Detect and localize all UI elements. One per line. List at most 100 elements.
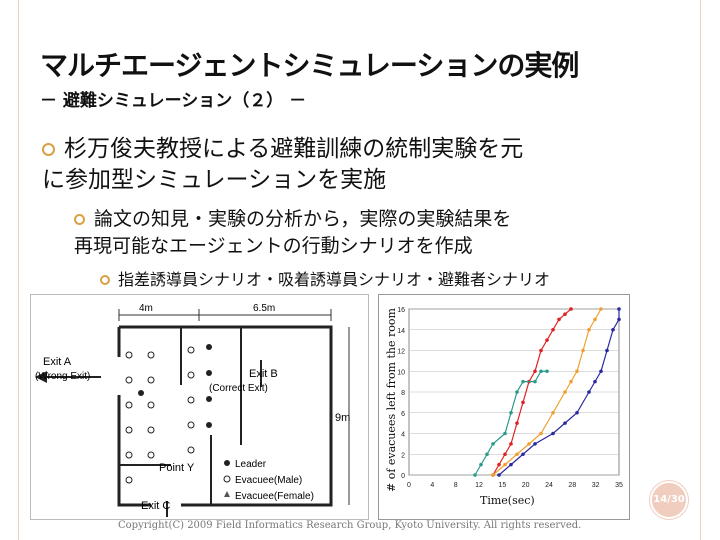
chart-data-point <box>515 390 519 394</box>
chart-data-point <box>533 379 537 384</box>
copyright-footer: Copyright(C) 2009 Field Informatics Rese… <box>118 520 582 531</box>
chart-series-line <box>498 309 620 476</box>
chart-data-point <box>521 452 525 457</box>
chart-data-point <box>551 327 555 332</box>
chart-x-axis-label: Time(sec) <box>480 494 535 507</box>
exit-b-sub-label: (Correct Exit) <box>209 383 268 394</box>
chart-data-point <box>551 410 555 415</box>
chart-data-point <box>533 442 537 446</box>
chart-y-tick-label: 14 <box>397 328 405 335</box>
chart-data-point <box>617 307 621 311</box>
chart-x-tick-label: 8 <box>454 482 458 489</box>
chart-data-point <box>575 369 579 374</box>
exit-a-sub-label: (Wrong Exit) <box>35 371 90 382</box>
slide-subtitle: － 避難シミュレーション（２） － <box>40 91 307 111</box>
chart-data-point <box>479 462 483 467</box>
chart-data-point <box>509 462 513 467</box>
chart-y-tick-label: 2 <box>401 452 405 459</box>
chart-y-tick-label: 8 <box>401 390 405 397</box>
exit-c-label: Exit C <box>141 500 170 512</box>
chart-x-tick-label: 0 <box>407 482 411 489</box>
chart-data-point <box>611 327 615 332</box>
bullet-level1-line1: 杉万俊夫教授による避難訓練の統制実験を元 <box>64 136 524 162</box>
floor-plan-drawing: 4m 6.5m 9m Exit A (Wrong Exit) Exit B (C… <box>35 303 350 517</box>
chart-data-point <box>473 473 477 477</box>
chart-data-point <box>563 390 567 394</box>
point-y-label: Point Y <box>159 462 195 474</box>
chart-data-point <box>563 421 567 425</box>
chart-x-tick-label: 15 <box>498 482 506 489</box>
legend-female-label: Evacuee(Female) <box>235 491 314 502</box>
chart-data-point <box>557 317 561 322</box>
chart-data-point <box>593 317 597 322</box>
bullet-level2-line1: 論文の知見・実験の分析から，実際の実験結果を <box>94 208 512 230</box>
chart-data-point <box>509 410 513 415</box>
chart-data-point <box>587 390 591 394</box>
chart-data-point <box>509 442 513 446</box>
chart-x-tick-label: 12 <box>475 482 483 489</box>
chart-x-tick-label: 35 <box>615 482 623 489</box>
chart-y-tick-label: 6 <box>401 411 405 418</box>
chart-data-point <box>497 462 501 467</box>
chart-data-point <box>503 462 507 467</box>
chart-y-tick-label: 12 <box>397 349 405 356</box>
chart-y-axis-label: # of evacuees left from the room <box>385 308 398 492</box>
chart-x-tick-label: 32 <box>592 482 600 489</box>
bullet-circle-icon <box>42 143 55 156</box>
chart-data-point <box>539 431 543 436</box>
chart-data-point <box>587 327 591 332</box>
page-number-badge: 14/30 <box>650 481 688 519</box>
dim-4m-label: 4m <box>139 303 153 314</box>
chart-data-point <box>593 379 597 384</box>
legend-leader-label: Leader <box>235 459 267 470</box>
frame-left-line <box>18 0 19 540</box>
chart-data-point <box>491 473 495 477</box>
bullet-level2-line2: 再現可能なエージェントの行動シナリオを作成 <box>74 235 473 257</box>
chart-data-point <box>485 452 489 457</box>
chart-data-point <box>515 452 519 457</box>
chart-data-point <box>545 338 549 342</box>
slide-title: マルチエージェントシミュレーションの実例 <box>40 49 579 82</box>
chart-data-point <box>539 348 543 353</box>
chart-data-point <box>581 348 585 353</box>
chart-data-point <box>569 307 573 311</box>
chart-data-point <box>491 442 495 446</box>
bullet-level3-text: 指差誘導員シナリオ・吸着誘導員シナリオ・避難者シナリオ <box>118 270 551 289</box>
legend-female-marker <box>224 491 230 497</box>
chart-data-point <box>497 473 501 477</box>
chart-x-tick-label: 20 <box>522 482 530 489</box>
bullet-level3: 指差誘導員シナリオ・吸着誘導員シナリオ・避難者シナリオ <box>100 270 550 290</box>
legend-male-marker <box>223 475 231 483</box>
chart-y-tick-label: 0 <box>401 473 405 480</box>
dim-9m-label: 9m <box>335 412 350 424</box>
floor-plan-figure: 4m 6.5m 9m Exit A (Wrong Exit) Exit B (C… <box>30 294 369 520</box>
chart-data-point <box>599 307 603 311</box>
chart-data-point <box>605 348 609 353</box>
bullet-level1: 杉万俊夫教授による避難訓練の統制実験を元 に参加型シミュレーションを実施 <box>42 134 612 196</box>
chart-x-tick-label: 24 <box>545 482 553 489</box>
chart-x-tick-label: 28 <box>568 482 576 489</box>
chart-y-tick-label: 16 <box>397 307 405 314</box>
dim-6-5m-label: 6.5m <box>253 303 275 314</box>
exit-a-label: Exit A <box>43 356 72 368</box>
frame-right-line <box>700 0 701 540</box>
chart-y-tick-label: 4 <box>401 432 405 439</box>
chart-y-tick-label: 10 <box>397 369 405 376</box>
chart-data-point <box>563 312 567 316</box>
chart-data-point <box>569 379 573 384</box>
evacuation-chart: 0 2 4 6 8 10 12 14 16 0 4 8 12 15 20 24 28 32 35 <box>378 294 630 520</box>
chart-data-point <box>503 452 507 457</box>
chart-data-point <box>533 369 537 374</box>
chart-data-point <box>539 369 543 374</box>
chart-data-point <box>503 431 507 436</box>
bullet-level1-line2: に参加型シミュレーションを実施 <box>42 167 387 193</box>
exit-b-label: Exit B <box>249 368 278 380</box>
chart-data-point <box>515 421 519 425</box>
chart-x-tick-label: 4 <box>430 482 434 489</box>
legend-male-label: Evacuee(Male) <box>235 475 302 486</box>
legend-leader-marker <box>224 460 230 466</box>
chart-data-point <box>599 369 603 374</box>
bullet-circle-icon <box>74 214 85 225</box>
chart-data-point <box>575 410 579 415</box>
